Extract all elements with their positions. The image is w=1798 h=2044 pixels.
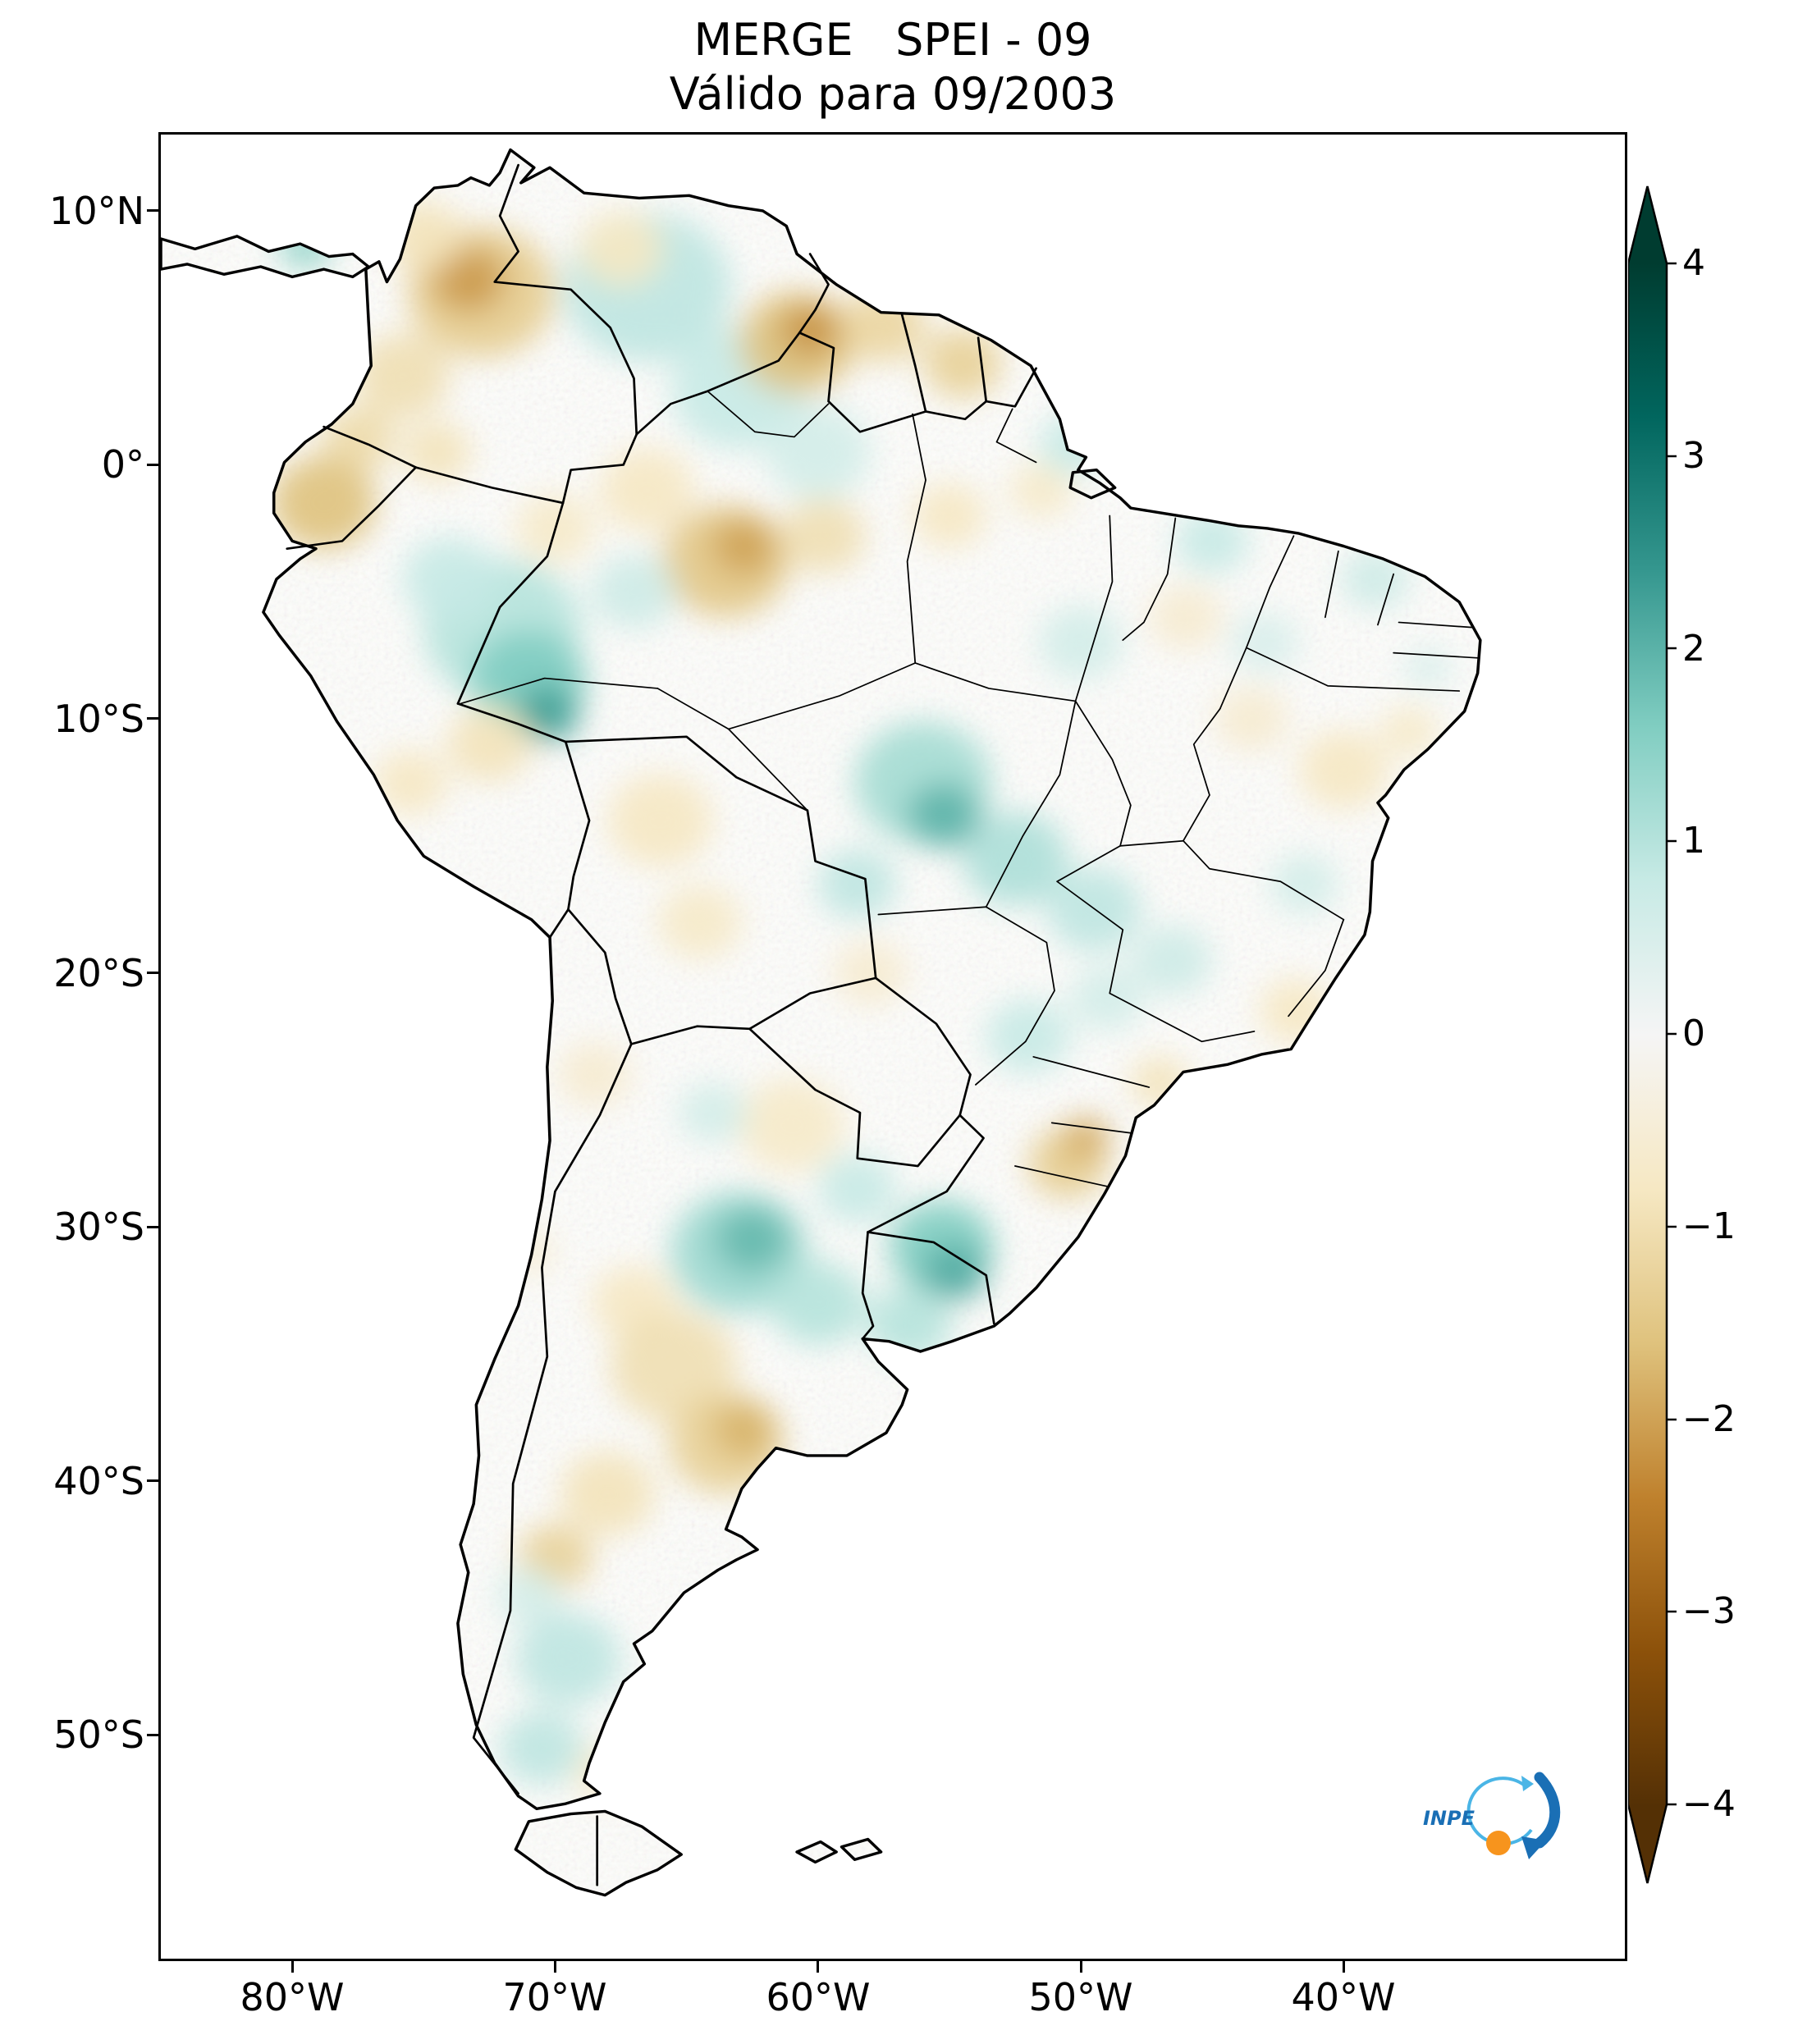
lat-tick-label: 10°S bbox=[53, 697, 144, 741]
colorbar-tick-label: 2 bbox=[1682, 628, 1705, 670]
lat-tick-label: 20°S bbox=[53, 951, 144, 995]
lat-tick-label: 10°N bbox=[49, 189, 144, 233]
colorbar-tick-label: 1 bbox=[1682, 820, 1705, 862]
state-borders bbox=[460, 390, 1479, 1187]
colorbar-tick-label: 0 bbox=[1682, 1013, 1705, 1054]
colorbar-gradient-bar bbox=[1628, 185, 1668, 1884]
inpe-swirl-icon bbox=[1466, 1776, 1533, 1846]
map-frame bbox=[158, 132, 1627, 1961]
colorbar-tick-label: −2 bbox=[1682, 1398, 1736, 1440]
lat-tick-label: 30°S bbox=[53, 1205, 144, 1249]
lat-tick-label: 40°S bbox=[53, 1459, 144, 1503]
spei-anomaly-layer bbox=[271, 201, 1452, 1802]
lon-tick-mark bbox=[291, 1961, 294, 1973]
lat-tick-mark bbox=[147, 464, 158, 466]
lat-tick-label: 0° bbox=[101, 442, 144, 487]
colorbar-tick-label: 4 bbox=[1682, 242, 1705, 284]
country-borders bbox=[286, 163, 1037, 1886]
lat-tick-mark bbox=[147, 717, 158, 720]
lat-tick-mark bbox=[147, 972, 158, 974]
lon-tick-label: 40°W bbox=[1291, 1975, 1396, 2019]
lon-tick-label: 80°W bbox=[240, 1975, 345, 2019]
inpe-logo: INPE bbox=[1416, 1763, 1568, 1864]
lon-tick-mark bbox=[817, 1961, 819, 1973]
inpe-orange-dot-icon bbox=[1486, 1831, 1511, 1855]
lat-tick-mark bbox=[147, 209, 158, 212]
lon-tick-mark bbox=[1343, 1961, 1345, 1973]
lat-tick-label: 50°S bbox=[53, 1712, 144, 1757]
colorbar-tick-label: −3 bbox=[1682, 1590, 1736, 1632]
inpe-arrow-head-icon bbox=[1521, 1836, 1546, 1859]
lat-tick-mark bbox=[147, 1226, 158, 1228]
inpe-swirl-arrowhead-icon bbox=[1521, 1776, 1534, 1791]
colorbar-tick-label: 3 bbox=[1682, 435, 1705, 477]
lon-tick-mark bbox=[554, 1961, 556, 1973]
figure-title-line-1: MERGE SPEI - 09 bbox=[693, 14, 1092, 66]
colorbar-tick-marks bbox=[1667, 262, 1677, 1806]
lon-tick-label: 70°W bbox=[502, 1975, 607, 2019]
colorbar-tick-label: −1 bbox=[1682, 1205, 1736, 1247]
colorbar-tick-label: −4 bbox=[1682, 1783, 1736, 1825]
lon-tick-label: 50°W bbox=[1028, 1975, 1133, 2019]
lon-tick-label: 60°W bbox=[766, 1975, 871, 2019]
south-america-spei-map bbox=[161, 135, 1625, 1959]
inpe-arrow-icon bbox=[1534, 1772, 1561, 1849]
lon-tick-mark bbox=[1080, 1961, 1082, 1973]
figure-title-line-2: Válido para 09/2003 bbox=[669, 68, 1117, 120]
colorbar bbox=[1628, 185, 1677, 1884]
inpe-logo-label: INPE bbox=[1423, 1807, 1475, 1830]
lat-tick-mark bbox=[147, 1734, 158, 1736]
lat-tick-mark bbox=[147, 1479, 158, 1482]
